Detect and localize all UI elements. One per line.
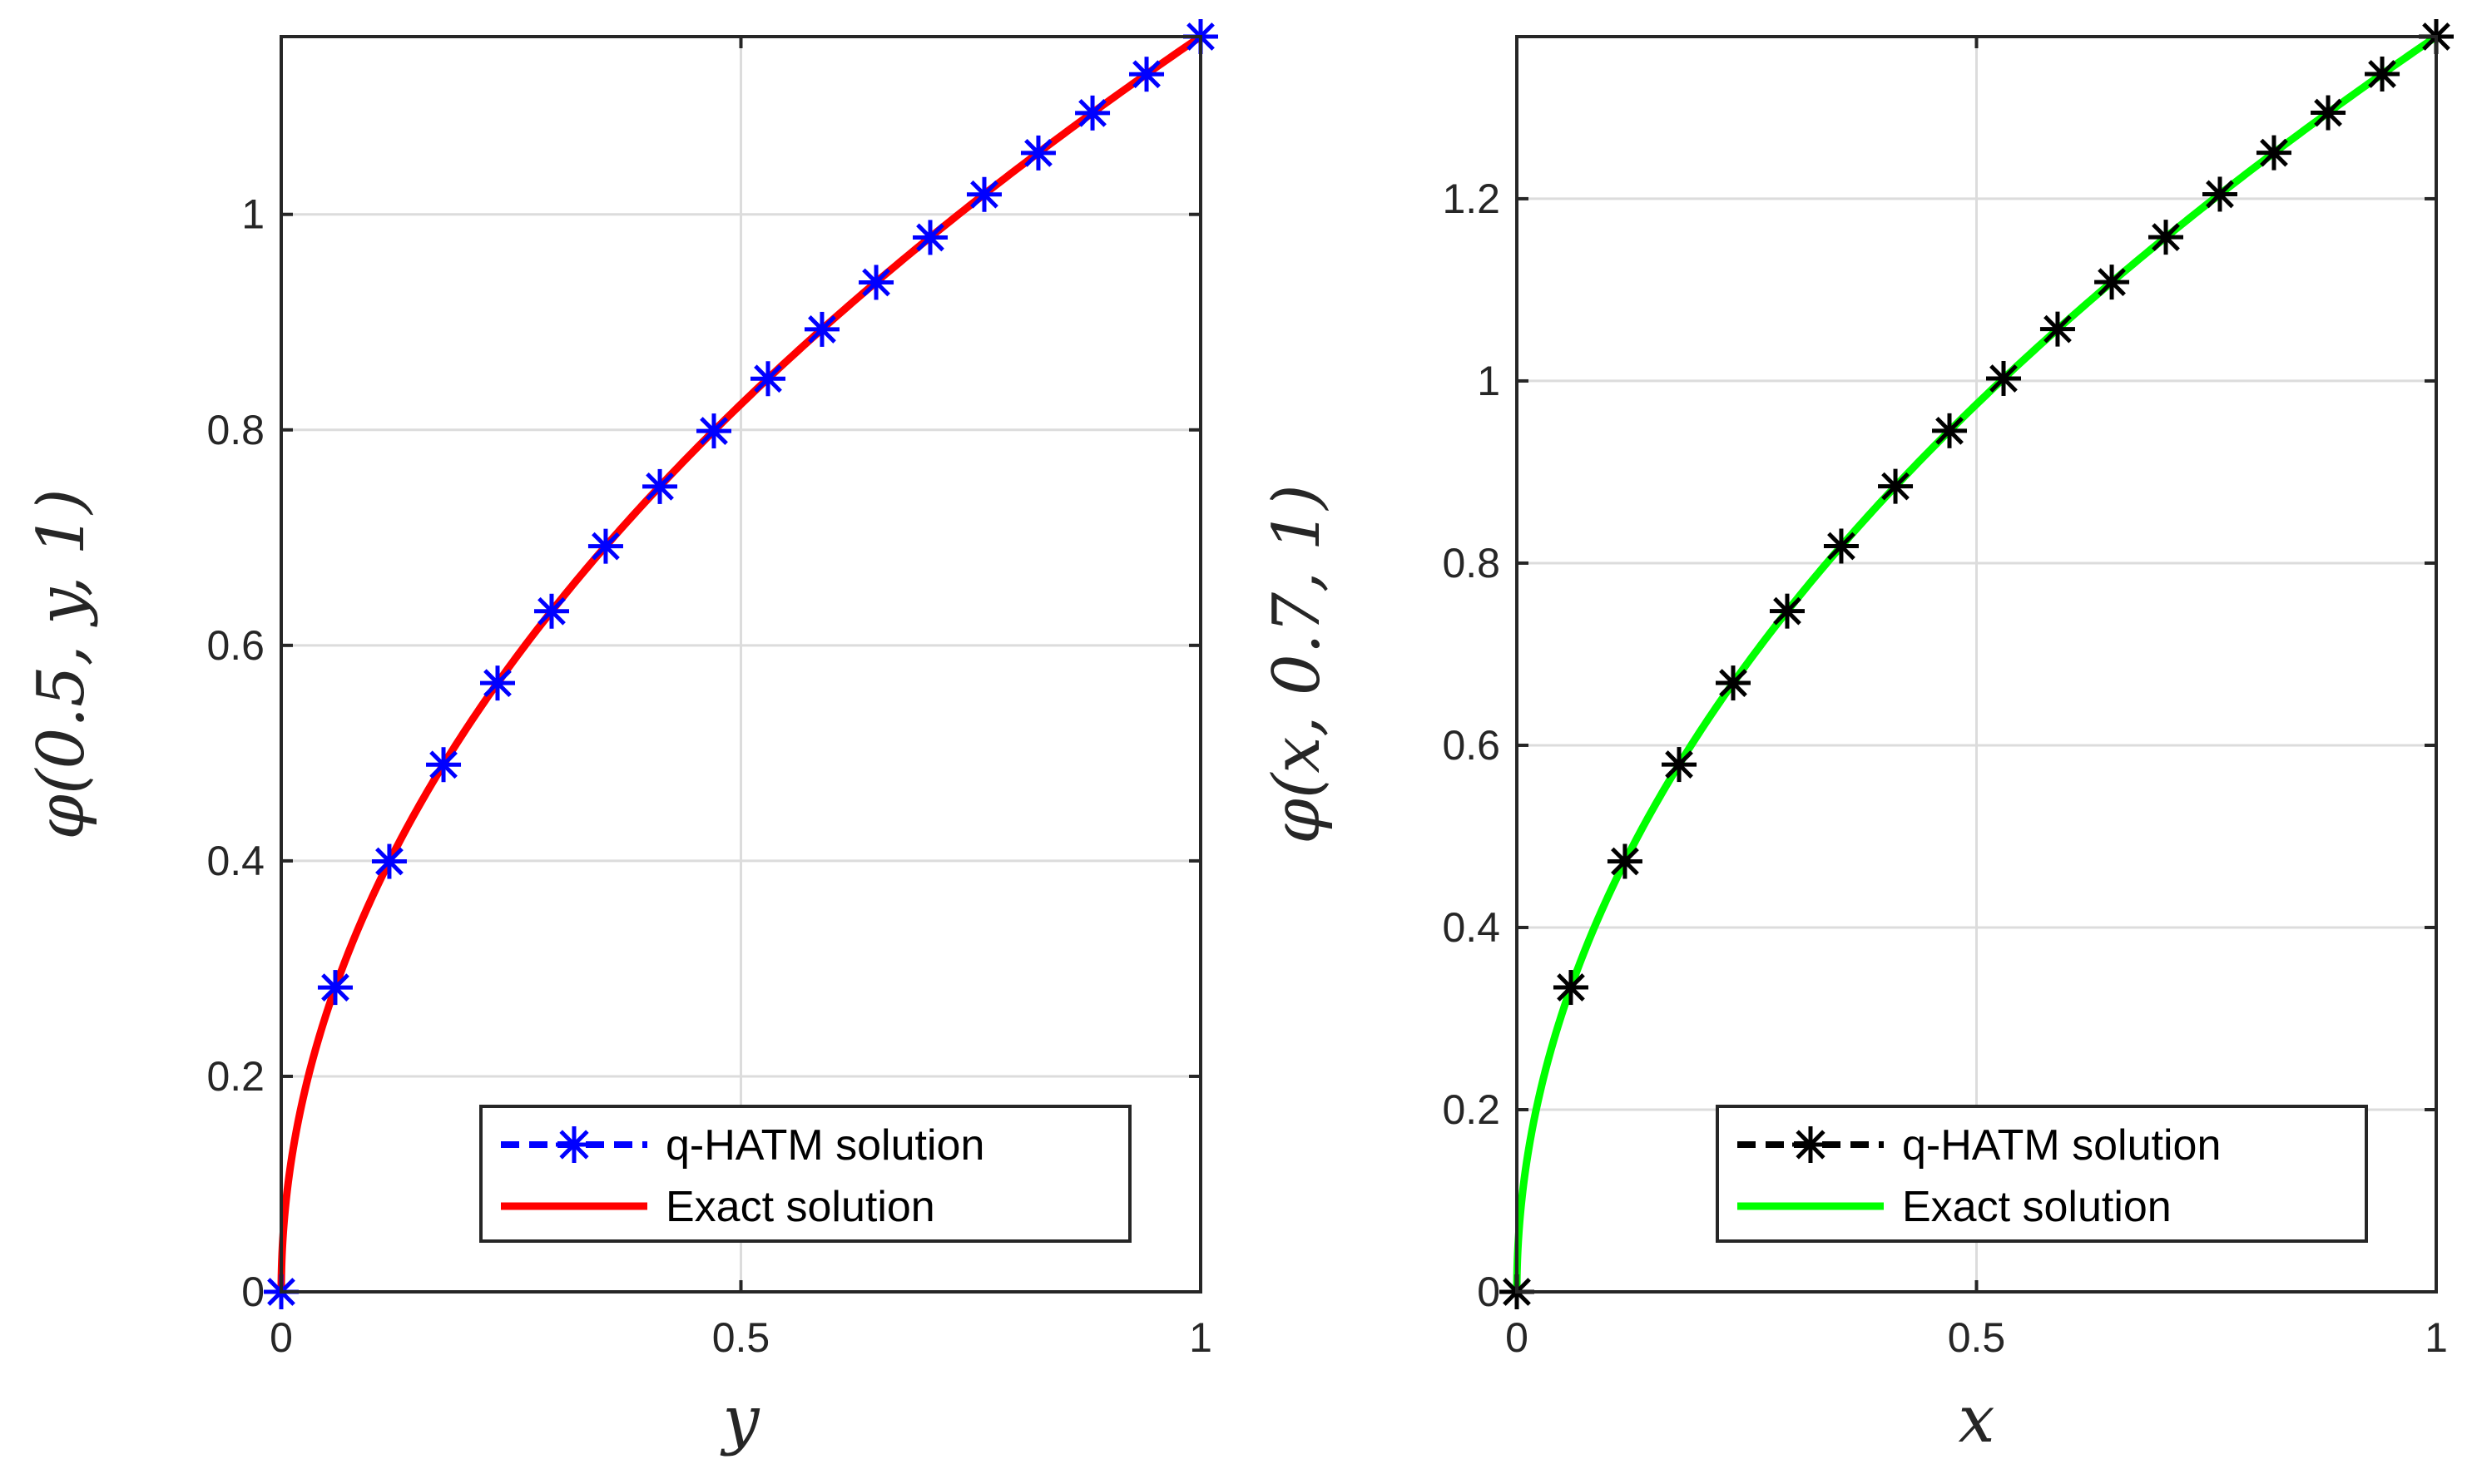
q-hatm-marker bbox=[1932, 413, 1968, 448]
q-hatm-marker bbox=[1075, 95, 1111, 131]
legend: q-HATM solution Exact solution bbox=[479, 1105, 1132, 1243]
q-hatm-marker bbox=[642, 468, 678, 504]
legend-q-hatm-marker bbox=[556, 1126, 592, 1163]
q-hatm-marker bbox=[587, 528, 623, 564]
q-hatm-marker bbox=[317, 970, 353, 1006]
q-hatm-marker bbox=[1553, 970, 1588, 1006]
y-tick-label: 1 bbox=[1477, 358, 1500, 404]
y-tick-label: 0.6 bbox=[1442, 722, 1500, 769]
q-hatm-marker bbox=[2202, 176, 2237, 212]
y-axis-label: φ(x, 0.7, 1) bbox=[1260, 484, 1335, 843]
x-tick-label: 1 bbox=[2425, 1314, 2448, 1361]
q-hatm-marker bbox=[1662, 747, 1697, 783]
q-hatm-marker bbox=[533, 593, 569, 629]
x-tick-label: 0 bbox=[270, 1314, 293, 1361]
q-hatm-marker bbox=[2039, 311, 2075, 347]
x-tick-label: 0.5 bbox=[1948, 1314, 2006, 1361]
y-tick-label: 0 bbox=[1477, 1269, 1500, 1315]
y-tick-label: 0.2 bbox=[1442, 1086, 1500, 1133]
legend-label-q-hatm: q-HATM solution bbox=[666, 1121, 984, 1170]
q-hatm-marker bbox=[2094, 265, 2130, 300]
q-hatm-marker bbox=[1716, 665, 1751, 701]
q-hatm-marker bbox=[859, 265, 894, 300]
y-tick-label: 0.8 bbox=[206, 407, 265, 453]
q-hatm-marker bbox=[2365, 57, 2400, 92]
y-tick-label: 1 bbox=[241, 191, 265, 238]
q-hatm-marker bbox=[371, 843, 407, 879]
q-hatm-marker bbox=[2148, 220, 2184, 255]
q-hatm-marker bbox=[426, 747, 462, 783]
x-axis-label: y bbox=[720, 1383, 760, 1457]
x-tick-label: 0 bbox=[1505, 1314, 1528, 1361]
y-tick-label: 1.2 bbox=[1442, 176, 1500, 222]
q-hatm-marker bbox=[696, 413, 732, 449]
y-tick-label: 0.8 bbox=[1442, 540, 1500, 586]
legend-label-q-hatm: q-HATM solution bbox=[1902, 1121, 2221, 1170]
x-tick-label: 1 bbox=[1189, 1314, 1212, 1361]
y-axis-label: φ(0.5, y, 1) bbox=[24, 488, 99, 839]
legend-label-exact: Exact solution bbox=[666, 1183, 935, 1231]
q-hatm-marker bbox=[913, 220, 949, 255]
legend-q-hatm-marker bbox=[1792, 1126, 1829, 1163]
q-hatm-marker bbox=[1020, 135, 1056, 171]
q-hatm-marker bbox=[2311, 95, 2346, 131]
q-hatm-marker bbox=[750, 361, 785, 397]
x-tick-label: 0.5 bbox=[712, 1314, 770, 1361]
y-tick-label: 0 bbox=[241, 1269, 265, 1315]
q-hatm-marker bbox=[2256, 135, 2291, 171]
right-plot-panel: 0 0.5 1 0 0.2 0.4 0.6 0.8 1 1.2 x φ(x, 0.7, 1) q-HAT… bbox=[1260, 19, 2454, 1457]
q-hatm-marker bbox=[1878, 468, 1914, 504]
q-hatm-marker bbox=[804, 311, 840, 347]
x-axis-label: x bbox=[1959, 1383, 1995, 1457]
q-hatm-marker bbox=[1129, 57, 1165, 92]
q-hatm-marker bbox=[966, 176, 1002, 212]
y-tick-label: 0.4 bbox=[206, 838, 265, 884]
y-tick-label: 0.4 bbox=[1442, 904, 1500, 951]
y-tick-label: 0.6 bbox=[206, 622, 265, 669]
q-hatm-marker bbox=[480, 665, 516, 701]
q-hatm-marker bbox=[1769, 593, 1805, 629]
legend-box bbox=[479, 1105, 1132, 1243]
legend-box bbox=[1716, 1105, 2368, 1243]
legend: q-HATM solution Exact solution bbox=[1716, 1105, 2368, 1243]
q-hatm-marker bbox=[1607, 843, 1642, 879]
legend-label-exact: Exact solution bbox=[1902, 1183, 2172, 1231]
q-hatm-marker bbox=[1823, 528, 1859, 564]
left-plot-panel: 0 0.5 1 0 0.2 0.4 0.6 0.8 1 y φ(0.5, y, 1) q-HATM s… bbox=[24, 19, 1218, 1457]
y-tick-label: 0.2 bbox=[206, 1053, 265, 1100]
q-hatm-marker bbox=[1985, 360, 2021, 396]
